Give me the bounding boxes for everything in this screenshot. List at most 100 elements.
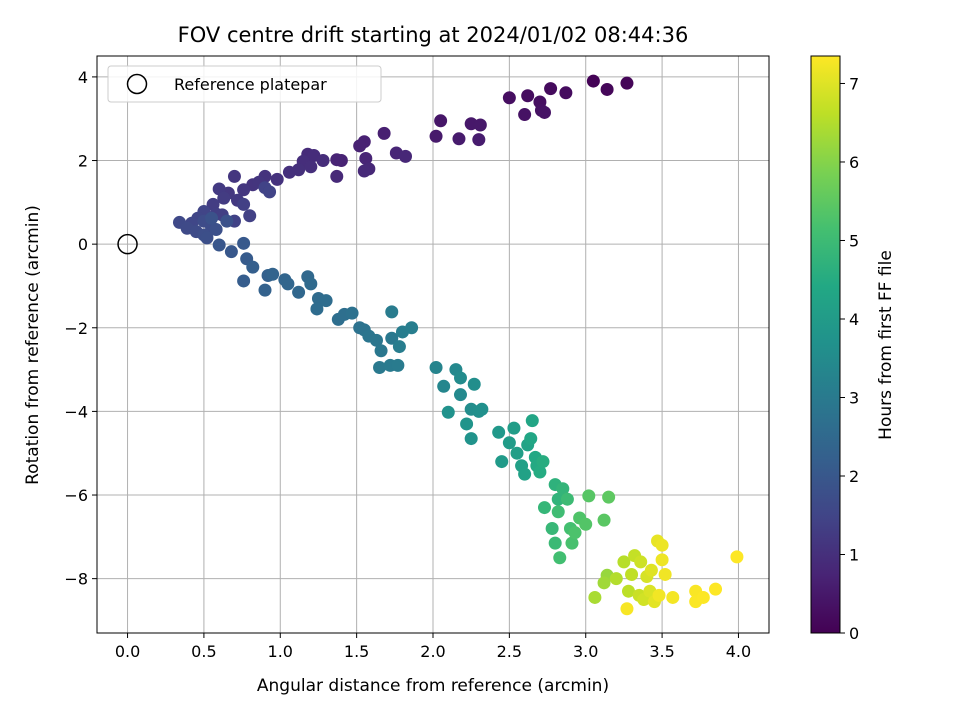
- data-point: [588, 590, 602, 604]
- data-point: [385, 305, 399, 319]
- data-point: [502, 436, 516, 450]
- x-tick-label: 1.0: [268, 642, 293, 661]
- data-point: [617, 555, 631, 569]
- y-tick-label: 4: [78, 68, 88, 87]
- data-point: [237, 236, 251, 250]
- data-point: [441, 405, 455, 419]
- data-point: [625, 567, 639, 581]
- data-point: [502, 91, 516, 105]
- data-point: [209, 223, 223, 237]
- data-point: [709, 582, 723, 596]
- legend-marker-icon: [126, 73, 148, 95]
- data-point: [553, 551, 567, 565]
- colorbar-tick-label: 7: [849, 74, 859, 93]
- data-points: [172, 74, 744, 616]
- data-point: [453, 371, 467, 385]
- colorbar-gradient: [810, 55, 841, 634]
- data-point: [568, 526, 582, 540]
- data-point: [521, 89, 535, 103]
- x-tick-label: 4.0: [726, 642, 751, 661]
- data-point: [473, 118, 487, 132]
- data-point: [620, 76, 634, 90]
- legend-box: [107, 65, 382, 103]
- data-point: [377, 126, 391, 140]
- data-point: [586, 74, 600, 88]
- data-point: [548, 536, 562, 550]
- data-point: [237, 274, 251, 288]
- x-tick-label: 3.5: [649, 642, 674, 661]
- data-point: [391, 358, 405, 372]
- data-point: [429, 129, 443, 143]
- data-point: [373, 360, 387, 374]
- y-tick-label: −2: [64, 319, 88, 338]
- legend-entry-reference-platepar: Reference platepar: [174, 75, 327, 94]
- data-point: [582, 489, 596, 503]
- data-point: [243, 209, 257, 223]
- data-point: [545, 521, 559, 535]
- data-point: [559, 86, 573, 100]
- data-point: [658, 567, 672, 581]
- colorbar-tick-label: 3: [849, 388, 859, 407]
- data-point: [536, 455, 550, 469]
- data-point: [437, 379, 451, 393]
- data-point: [579, 517, 593, 531]
- data-point: [434, 114, 448, 128]
- data-point: [392, 340, 406, 354]
- data-point: [205, 211, 219, 225]
- data-point: [359, 151, 373, 165]
- data-point: [310, 302, 324, 316]
- data-point: [597, 576, 611, 590]
- data-point: [472, 133, 486, 147]
- x-tick-label: 3.0: [573, 642, 598, 661]
- data-point: [330, 153, 344, 167]
- data-point: [524, 432, 538, 446]
- data-point: [330, 169, 344, 183]
- data-point: [292, 285, 306, 299]
- data-point: [282, 165, 296, 179]
- x-tick-label: 1.5: [344, 642, 369, 661]
- data-point: [237, 183, 251, 197]
- reference-platepar-marker: [117, 233, 138, 255]
- data-point: [495, 455, 509, 469]
- colorbar-tick-label: 2: [849, 467, 859, 486]
- colorbar-tick-label: 4: [849, 310, 859, 329]
- data-point: [565, 536, 579, 550]
- data-point: [453, 388, 467, 402]
- data-point: [429, 360, 443, 374]
- data-point: [385, 331, 399, 345]
- data-point: [475, 402, 489, 416]
- data-point: [510, 446, 524, 460]
- data-point: [467, 377, 481, 391]
- data-point: [266, 267, 280, 281]
- data-point: [544, 82, 558, 96]
- x-axis-ticks: 0.0 0.5 1.0 1.5 2.0 2.5 3.0 3.5 4.0: [115, 633, 751, 661]
- data-point: [666, 590, 680, 604]
- data-point: [620, 602, 634, 616]
- x-tick-label: 0.5: [191, 642, 216, 661]
- data-point: [556, 482, 570, 496]
- data-point: [212, 238, 226, 252]
- data-point: [537, 501, 551, 515]
- data-point: [220, 214, 234, 228]
- data-point: [537, 105, 551, 119]
- grid: [97, 56, 769, 633]
- data-point: [492, 425, 506, 439]
- y-axis-ticks: −8 −6 −4 −2 0 2 4: [64, 68, 97, 589]
- data-point: [304, 277, 318, 291]
- data-point: [258, 283, 272, 297]
- data-point: [560, 492, 574, 506]
- data-point: [281, 277, 295, 291]
- x-tick-label: 2.0: [420, 642, 445, 661]
- data-point: [621, 584, 635, 598]
- data-point: [597, 513, 611, 527]
- y-tick-label: −6: [64, 486, 88, 505]
- data-point: [452, 132, 466, 146]
- data-point: [237, 197, 251, 211]
- data-point: [263, 185, 277, 199]
- data-point: [634, 555, 648, 569]
- data-point: [224, 245, 238, 259]
- data-point: [533, 465, 547, 479]
- data-point: [464, 432, 478, 446]
- data-point: [374, 344, 388, 358]
